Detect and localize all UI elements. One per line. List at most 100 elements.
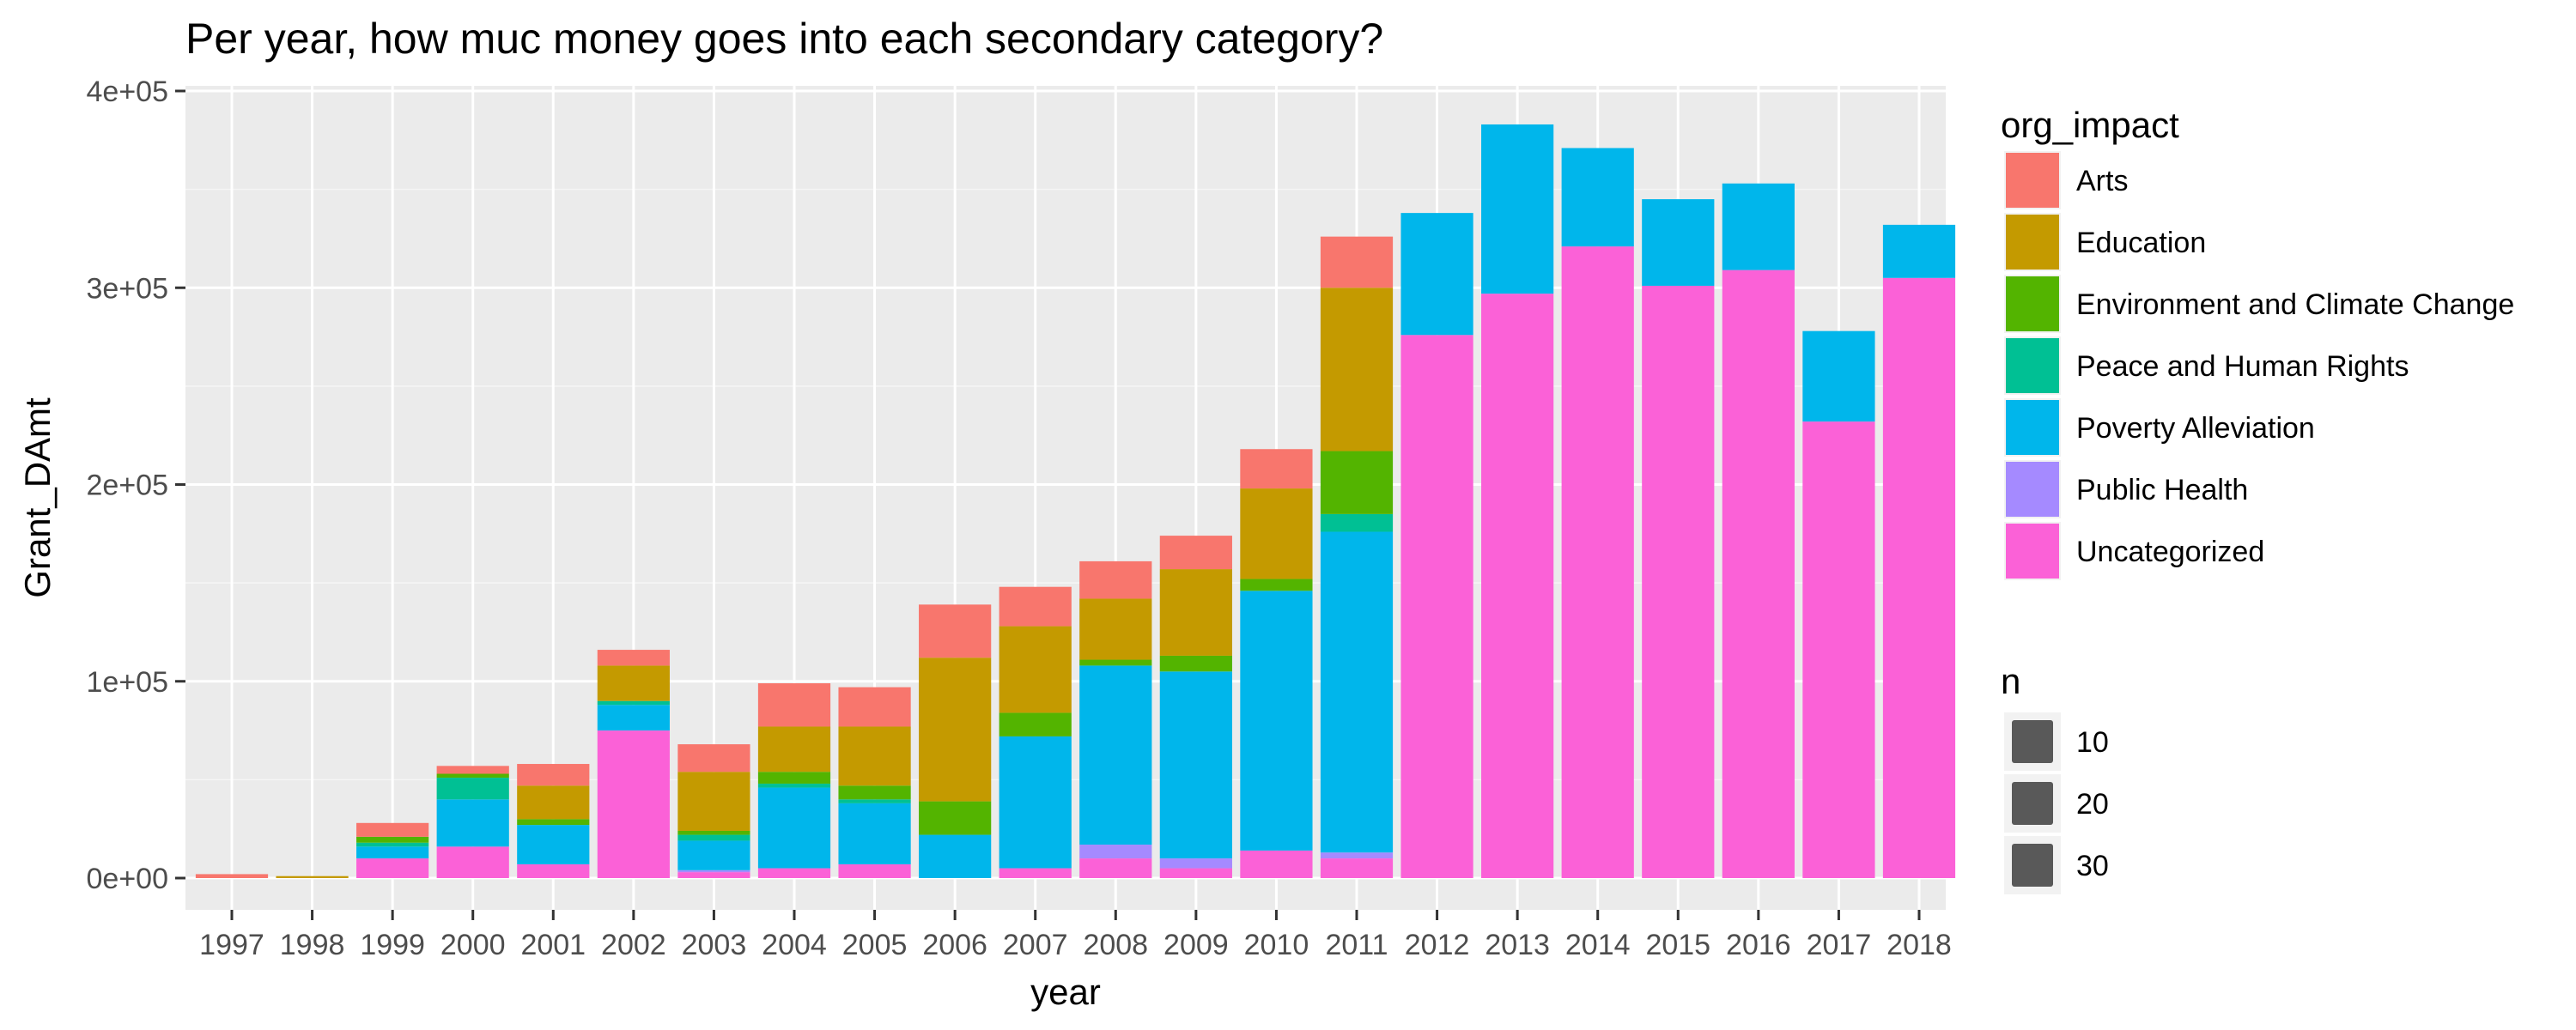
bar-segment	[1079, 659, 1152, 666]
x-tick-label: 2003	[682, 929, 747, 961]
bar-segment	[757, 787, 831, 869]
bar-segment	[838, 726, 911, 786]
bar-segment	[436, 799, 509, 847]
bar-segment	[1400, 213, 1473, 336]
legend-size-label: 10	[2076, 726, 2109, 759]
bar-segment	[1642, 199, 1715, 286]
bar-segment	[1240, 579, 1313, 591]
legend-size-swatch	[2012, 844, 2053, 887]
bar-segment	[517, 785, 590, 820]
x-tick-label: 2008	[1083, 929, 1148, 961]
bar-segment	[919, 604, 992, 658]
bar-segment	[597, 730, 670, 878]
legend-swatch	[2006, 338, 2059, 393]
legend-size-label: 30	[2076, 850, 2109, 882]
bars-layer	[195, 124, 1956, 879]
y-tick-label: 1e+05	[87, 666, 169, 699]
bar-segment	[1802, 330, 1875, 422]
x-tick-label: 2000	[440, 929, 506, 961]
bar-segment	[276, 876, 349, 878]
x-axis-title: year	[1030, 972, 1101, 1012]
bar-segment	[517, 819, 590, 826]
bar-segment	[356, 836, 429, 843]
bar-segment	[677, 834, 750, 841]
bar-segment	[1079, 598, 1152, 660]
bar-segment	[999, 586, 1072, 627]
bar-segment	[919, 657, 992, 802]
bar-segment	[1079, 858, 1152, 878]
bar-segment	[1802, 421, 1875, 878]
bar-segment	[999, 626, 1072, 713]
bar-segment	[677, 772, 750, 831]
x-tick-label: 2009	[1163, 929, 1229, 961]
bar-segment	[999, 736, 1072, 869]
legend-swatch	[2006, 524, 2059, 579]
bar-segment	[517, 863, 590, 878]
bar-segment	[597, 650, 670, 666]
bar-segment	[677, 840, 750, 870]
x-tick-label: 2015	[1645, 929, 1710, 961]
bar-segment	[436, 773, 509, 779]
x-tick-label: 2001	[520, 929, 586, 961]
x-tick-label: 2013	[1485, 929, 1550, 961]
y-axis: 0e+00 1e+05 2e+05 3e+05 4e+05	[87, 76, 185, 895]
bar-segment	[1481, 294, 1554, 878]
bar-segment	[1561, 148, 1634, 247]
bar-segment	[1642, 285, 1715, 878]
legend-swatch	[2006, 462, 2059, 517]
bar-segment	[919, 801, 992, 835]
bar-segment	[1240, 850, 1313, 878]
bar-segment	[436, 846, 509, 878]
bar-segment	[1079, 560, 1152, 599]
bar-segment	[677, 830, 750, 835]
x-tick-label: 2006	[922, 929, 987, 961]
bar-segment	[1079, 845, 1152, 859]
bar-segment	[757, 683, 831, 727]
bar-segment	[517, 764, 590, 786]
x-tick-label: 2017	[1807, 929, 1872, 961]
bar-segment	[1320, 236, 1394, 288]
bar-segment	[1320, 858, 1394, 878]
y-tick-label: 4e+05	[87, 76, 169, 108]
bar-segment	[195, 874, 269, 878]
x-tick-label: 1999	[360, 929, 425, 961]
bar-segment	[1561, 246, 1634, 878]
bar-segment	[838, 799, 911, 803]
bar-segment	[1159, 858, 1232, 869]
bar-segment	[838, 785, 911, 800]
bar-segment	[597, 705, 670, 731]
legend-swatch	[2006, 215, 2059, 270]
bar-segment	[1159, 536, 1232, 570]
bar-segment	[1159, 569, 1232, 656]
x-tick-label: 2004	[762, 929, 827, 961]
legend-label: Environment and Climate Change	[2076, 288, 2514, 321]
legend-label: Poverty Alleviation	[2076, 412, 2315, 445]
bar-segment	[1882, 224, 1956, 278]
legend-size-label: 20	[2076, 788, 2109, 821]
legend-label: Peace and Human Rights	[2076, 350, 2409, 383]
legend-label: Arts	[2076, 165, 2128, 197]
bar-segment	[597, 700, 670, 706]
bar-segment	[1320, 513, 1394, 532]
legend-swatch	[2006, 400, 2059, 455]
legend-label: Public Health	[2076, 474, 2248, 506]
legend-size-swatch	[2012, 720, 2053, 763]
y-tick-label: 0e+00	[87, 863, 169, 895]
bar-segment	[1240, 488, 1313, 579]
bar-segment	[1320, 451, 1394, 514]
legend-swatch	[2006, 276, 2059, 331]
bar-segment	[677, 744, 750, 772]
bar-segment	[1481, 124, 1554, 294]
chart-title: Per year, how muc money goes into each s…	[185, 15, 1383, 63]
bar-segment	[757, 868, 831, 878]
bar-segment	[436, 778, 509, 800]
bar-segment	[757, 726, 831, 772]
x-tick-label: 2007	[1003, 929, 1068, 961]
x-tick-label: 2010	[1244, 929, 1309, 961]
bar-segment	[919, 834, 992, 878]
x-tick-label: 1998	[280, 929, 345, 961]
bar-segment	[838, 863, 911, 878]
x-tick-label: 2005	[842, 929, 908, 961]
bar-segment	[1079, 665, 1152, 845]
